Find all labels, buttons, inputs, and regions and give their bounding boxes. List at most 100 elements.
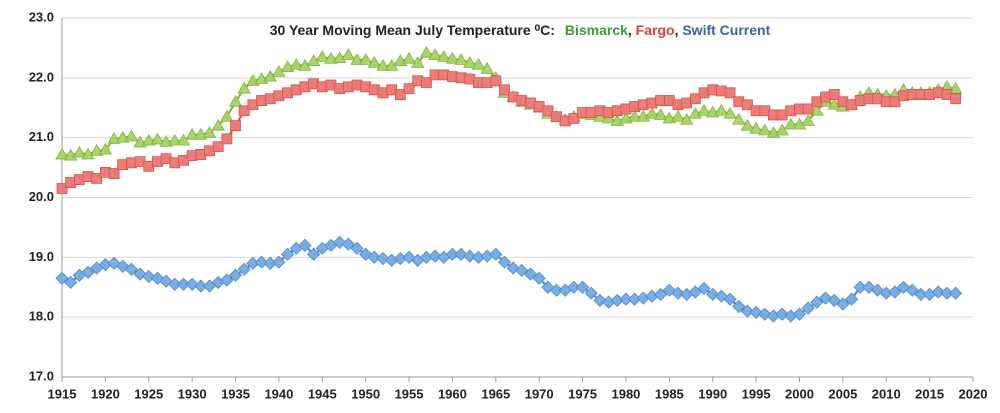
data-point — [758, 123, 772, 136]
data-point — [221, 133, 233, 145]
x-tick-label: 1930 — [178, 386, 207, 401]
data-point — [445, 247, 459, 261]
data-point — [584, 286, 598, 300]
y-tick-label: 18.0 — [29, 309, 54, 324]
data-point — [490, 75, 502, 87]
data-point — [723, 106, 737, 119]
x-tick-label: 1995 — [742, 386, 771, 401]
data-point — [150, 132, 165, 145]
data-point — [272, 255, 286, 269]
data-point — [653, 108, 668, 120]
data-point — [437, 50, 451, 62]
data-point — [792, 117, 807, 130]
data-point — [256, 95, 267, 106]
legend-entry: Swift Current — [682, 22, 770, 38]
data-point — [950, 93, 962, 105]
data-point — [541, 280, 555, 294]
data-point — [497, 255, 512, 269]
data-point — [714, 289, 728, 303]
data-point — [948, 81, 963, 94]
data-point — [515, 263, 529, 278]
data-point — [889, 96, 901, 108]
x-tick-label: 2010 — [872, 386, 901, 401]
data-point — [403, 83, 415, 95]
data-point — [411, 56, 425, 68]
data-point — [230, 120, 241, 132]
y-tick-label: 22.0 — [29, 69, 54, 84]
data-point — [818, 291, 833, 305]
x-tick-label: 1925 — [134, 386, 163, 401]
data-point — [940, 286, 954, 300]
x-tick-label: 1975 — [568, 386, 597, 401]
data-point — [603, 107, 614, 118]
data-point — [238, 105, 250, 117]
data-point — [247, 99, 259, 111]
data-point — [358, 53, 373, 65]
data-point — [732, 112, 746, 125]
data-point — [681, 97, 693, 109]
data-point — [567, 280, 581, 294]
data-point — [168, 133, 182, 146]
data-point — [307, 247, 321, 261]
data-point — [152, 156, 163, 167]
data-point — [792, 307, 807, 321]
data-point — [732, 299, 746, 313]
data-point — [463, 56, 477, 68]
data-point — [810, 295, 824, 309]
data-point — [282, 87, 293, 99]
data-point — [186, 150, 198, 162]
data-point — [350, 53, 364, 65]
y-tick-label: 21.0 — [29, 129, 54, 144]
data-point — [220, 109, 234, 122]
data-point — [637, 99, 649, 111]
x-tick-label: 1970 — [525, 386, 554, 401]
data-point — [211, 118, 225, 131]
data-point — [98, 142, 113, 155]
data-point — [820, 91, 831, 103]
data-point — [377, 87, 389, 99]
data-point — [888, 285, 902, 299]
data-point — [72, 145, 87, 158]
data-point — [195, 149, 207, 160]
data-point — [298, 238, 312, 252]
data-point — [428, 249, 442, 263]
data-point — [629, 101, 641, 112]
data-point — [585, 107, 597, 118]
data-point — [159, 135, 173, 147]
data-point — [724, 87, 736, 99]
data-point — [802, 103, 814, 115]
data-point — [801, 301, 815, 315]
y-tick-label: 23.0 — [29, 9, 54, 24]
data-point — [662, 283, 676, 297]
data-point — [654, 287, 668, 301]
data-point — [671, 109, 685, 122]
data-point — [333, 235, 347, 249]
data-point — [445, 51, 460, 64]
data-point — [64, 275, 78, 290]
x-tick-label: 2000 — [785, 386, 814, 401]
data-point — [367, 56, 382, 68]
data-point — [801, 114, 815, 126]
data-point — [749, 121, 763, 134]
data-point — [290, 84, 302, 96]
data-point — [627, 109, 642, 122]
data-point — [334, 83, 346, 95]
data-point — [862, 280, 876, 294]
data-point — [81, 147, 95, 160]
series-line — [61, 241, 956, 317]
data-point — [454, 53, 468, 65]
data-point — [394, 89, 406, 100]
data-point — [419, 45, 434, 58]
data-point — [740, 118, 755, 131]
data-point — [176, 133, 191, 146]
data-point — [679, 112, 694, 125]
data-point — [55, 271, 69, 285]
data-point — [402, 51, 416, 64]
data-point — [905, 283, 919, 297]
data-point — [914, 287, 928, 301]
data-point — [723, 292, 737, 306]
data-point — [341, 48, 356, 60]
data-point — [143, 160, 155, 172]
data-point — [463, 249, 477, 263]
x-tick-label: 1955 — [395, 386, 424, 401]
